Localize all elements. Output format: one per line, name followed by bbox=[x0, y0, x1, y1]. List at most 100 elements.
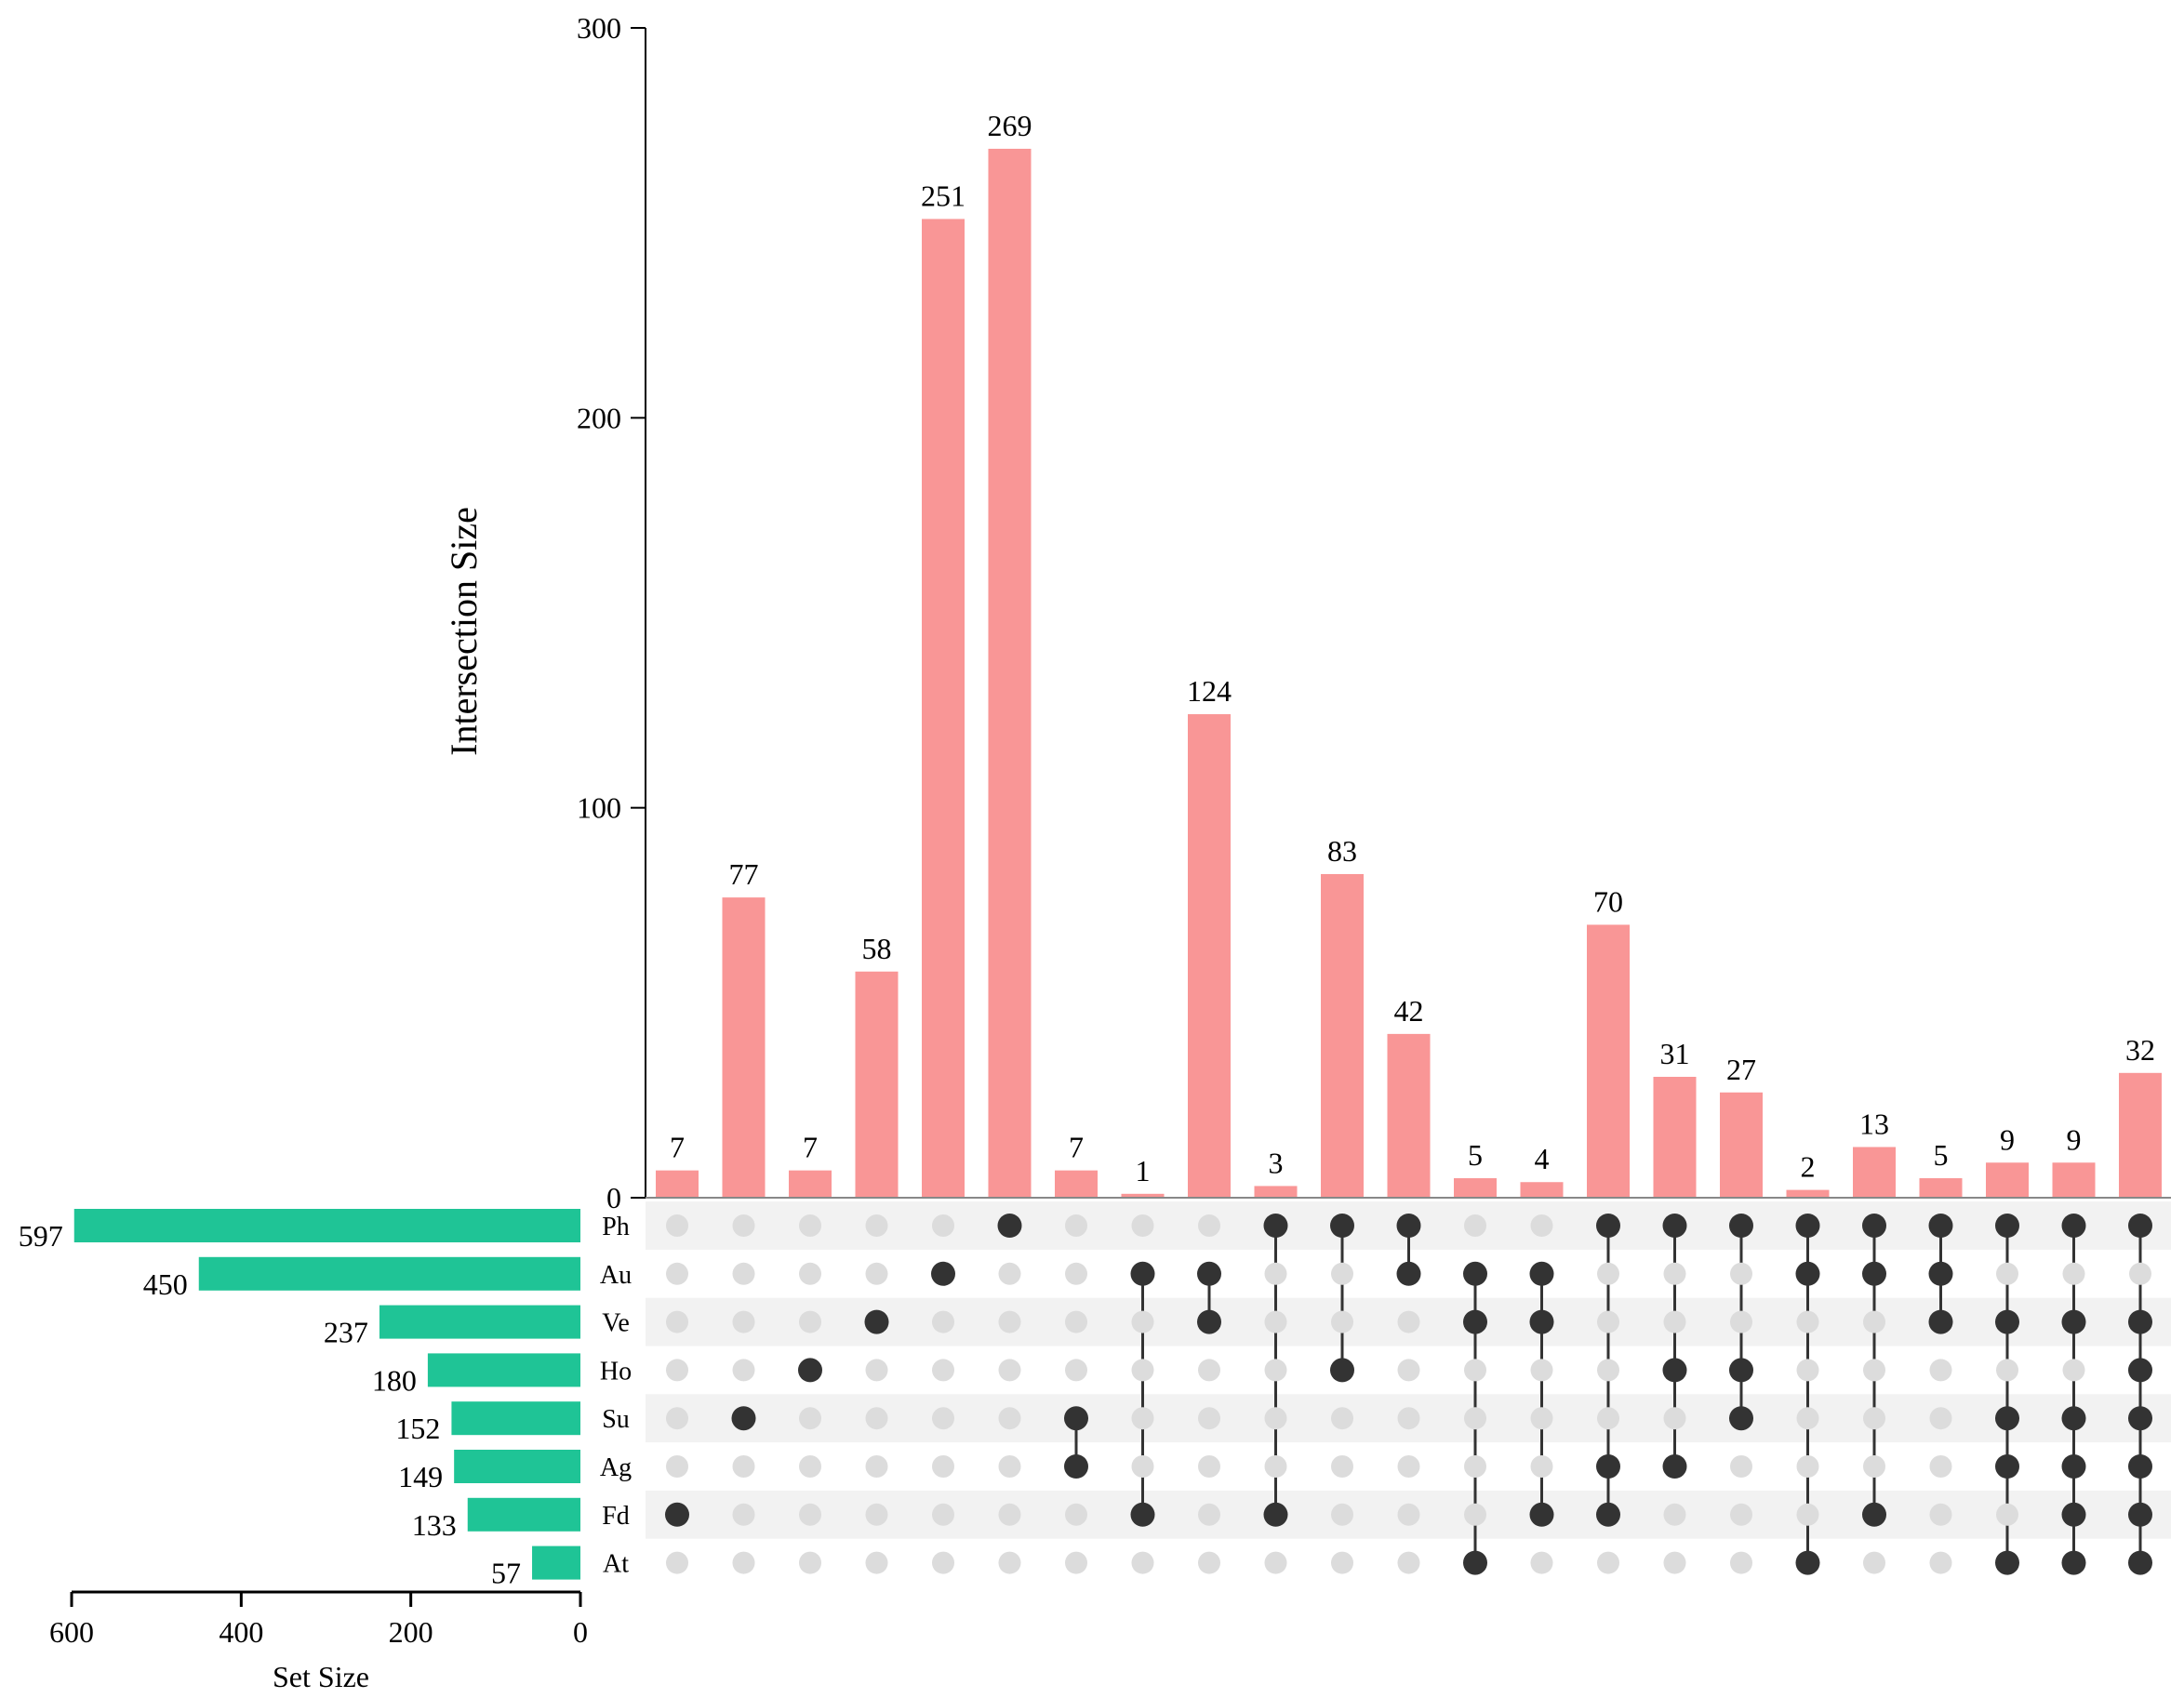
intersection-bar bbox=[988, 148, 1032, 1199]
matrix-dot-active bbox=[1795, 1550, 1820, 1575]
intersection-bar bbox=[1188, 714, 1231, 1198]
matrix-dot-active bbox=[1795, 1261, 1820, 1286]
matrix-dot-inactive bbox=[1730, 1262, 1752, 1285]
matrix-dot-active bbox=[1596, 1502, 1620, 1527]
set-size-tick-label: 0 bbox=[573, 1615, 588, 1649]
intersection-value-label: 3 bbox=[1269, 1146, 1284, 1179]
matrix-dot-active bbox=[1396, 1261, 1421, 1286]
matrix-dot-inactive bbox=[1065, 1214, 1087, 1237]
matrix-dot-inactive bbox=[732, 1551, 755, 1574]
intersection-value-label: 124 bbox=[1187, 674, 1232, 708]
intersection-bar bbox=[855, 971, 899, 1198]
matrix-dot-inactive bbox=[1796, 1455, 1819, 1478]
intersection-bar bbox=[922, 219, 965, 1198]
matrix-dot-inactive bbox=[1065, 1310, 1087, 1333]
matrix-dot-inactive bbox=[732, 1359, 755, 1382]
matrix-dot-inactive bbox=[1065, 1551, 1087, 1574]
matrix-dot-inactive bbox=[1929, 1551, 1952, 1574]
matrix-dot-inactive bbox=[1331, 1407, 1353, 1430]
matrix-dot-inactive bbox=[799, 1455, 821, 1478]
matrix-dot-inactive bbox=[1530, 1359, 1553, 1382]
intersection-bar bbox=[1055, 1170, 1098, 1198]
set-size-value-label: 57 bbox=[491, 1557, 521, 1590]
matrix-dot-inactive bbox=[1331, 1310, 1353, 1333]
matrix-dot-inactive bbox=[1663, 1310, 1686, 1333]
matrix-dot-active bbox=[1596, 1214, 1620, 1238]
set-size-bar bbox=[467, 1497, 580, 1532]
matrix-dot-inactive bbox=[2129, 1262, 2151, 1285]
matrix-dot-inactive bbox=[1264, 1551, 1287, 1574]
matrix-dot-inactive bbox=[1663, 1407, 1686, 1430]
matrix-dot-active bbox=[1995, 1454, 2019, 1479]
matrix-dot-inactive bbox=[1929, 1359, 1952, 1382]
matrix-dot-active bbox=[2128, 1502, 2152, 1527]
intersection-value-label: 5 bbox=[1934, 1138, 1949, 1172]
intersection-bar bbox=[1653, 1077, 1697, 1198]
matrix-dot-inactive bbox=[932, 1503, 954, 1526]
matrix-dot-inactive bbox=[1796, 1359, 1819, 1382]
set-name-label: Ho bbox=[600, 1357, 632, 1386]
matrix-dot-inactive bbox=[1331, 1455, 1353, 1478]
matrix-dot-active bbox=[1529, 1261, 1554, 1286]
matrix-dot-active bbox=[1596, 1454, 1620, 1479]
matrix-dot-active bbox=[2128, 1550, 2152, 1575]
matrix-dot-inactive bbox=[1198, 1214, 1220, 1237]
intersection-value-label: 83 bbox=[1327, 834, 1357, 868]
intersection-bar bbox=[1786, 1189, 1830, 1198]
intersection-value-label: 58 bbox=[862, 932, 892, 965]
matrix-dot-inactive bbox=[666, 1310, 688, 1333]
matrix-dot-active bbox=[864, 1309, 889, 1334]
matrix-dot-inactive bbox=[1464, 1503, 1486, 1526]
y-tick-label: 100 bbox=[577, 791, 621, 825]
set-size-bar bbox=[73, 1209, 581, 1242]
matrix-dot-inactive bbox=[732, 1310, 755, 1333]
matrix-dot-active bbox=[1064, 1406, 1088, 1431]
matrix-dot-inactive bbox=[1597, 1407, 1619, 1430]
set-name-label: Ag bbox=[600, 1453, 632, 1482]
matrix-dot-inactive bbox=[666, 1262, 688, 1285]
intersection-value-label: 70 bbox=[1593, 884, 1623, 918]
intersection-value-label: 269 bbox=[988, 109, 1032, 142]
matrix-dot-active bbox=[1529, 1502, 1554, 1527]
intersection-value-label: 9 bbox=[2067, 1122, 2082, 1156]
set-name-label: Ve bbox=[602, 1309, 630, 1338]
matrix-dot-active bbox=[2061, 1406, 2086, 1431]
matrix-dot-inactive bbox=[1397, 1359, 1420, 1382]
matrix-dot-inactive bbox=[1530, 1455, 1553, 1478]
matrix-dot-inactive bbox=[1796, 1503, 1819, 1526]
matrix-dot-inactive bbox=[799, 1262, 821, 1285]
intersection-bar bbox=[1121, 1193, 1165, 1198]
matrix-dot-inactive bbox=[1131, 1407, 1154, 1430]
matrix-dot-inactive bbox=[1331, 1551, 1353, 1574]
matrix-dot-inactive bbox=[865, 1359, 888, 1382]
matrix-dot-inactive bbox=[865, 1214, 888, 1237]
matrix-dot-inactive bbox=[1198, 1455, 1220, 1478]
matrix-dot-inactive bbox=[1929, 1503, 1952, 1526]
matrix-dot-active bbox=[1463, 1261, 1487, 1286]
matrix-dot-inactive bbox=[1198, 1407, 1220, 1430]
matrix-dot-inactive bbox=[1730, 1455, 1752, 1478]
matrix-dot-inactive bbox=[799, 1503, 821, 1526]
matrix-dot-inactive bbox=[1730, 1503, 1752, 1526]
intersection-value-label: 9 bbox=[2000, 1122, 2015, 1156]
matrix-dot-active bbox=[1928, 1261, 1953, 1286]
matrix-dot-active bbox=[2061, 1214, 2086, 1238]
matrix-dot-inactive bbox=[1796, 1407, 1819, 1430]
matrix-dot-inactive bbox=[932, 1310, 954, 1333]
matrix-dot-inactive bbox=[998, 1262, 1021, 1285]
intersection-bar bbox=[1454, 1178, 1497, 1198]
matrix-dot-inactive bbox=[1464, 1407, 1486, 1430]
matrix-dot-inactive bbox=[666, 1214, 688, 1237]
matrix-dot-inactive bbox=[998, 1310, 1021, 1333]
intersection-value-label: 42 bbox=[1394, 994, 1424, 1028]
set-name-label: Fd bbox=[602, 1502, 630, 1531]
matrix-dot-active bbox=[731, 1406, 756, 1431]
matrix-dot-inactive bbox=[1796, 1310, 1819, 1333]
matrix-dot-inactive bbox=[932, 1551, 954, 1574]
matrix-dot-inactive bbox=[1131, 1310, 1154, 1333]
matrix-dot-inactive bbox=[1065, 1262, 1087, 1285]
intersection-value-label: 7 bbox=[670, 1131, 685, 1164]
matrix-dot-inactive bbox=[1863, 1551, 1885, 1574]
matrix-dot-inactive bbox=[1264, 1455, 1287, 1478]
